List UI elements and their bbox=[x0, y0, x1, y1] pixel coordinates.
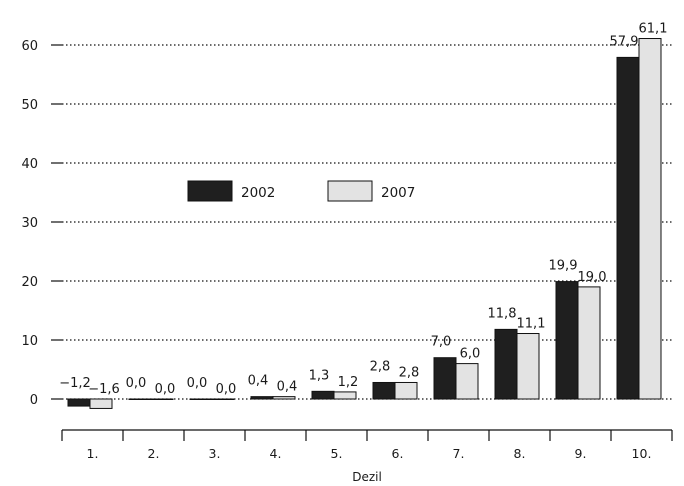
y-tick-label: 30 bbox=[21, 216, 38, 231]
bar-2002 bbox=[189, 398, 213, 400]
bar-2002 bbox=[128, 398, 152, 400]
legend-swatch-2007 bbox=[327, 180, 373, 202]
value-label: 1,3 bbox=[309, 368, 330, 383]
value-label: 0,0 bbox=[126, 376, 147, 391]
x-axis: 1. 2. 3. 4. 5. 6. 7. 8. 9. 10. bbox=[61, 429, 673, 461]
value-label: 0,0 bbox=[155, 382, 176, 397]
value-label: 19,0 bbox=[578, 270, 607, 285]
value-label: 0,0 bbox=[216, 382, 237, 397]
value-label: 0,0 bbox=[187, 376, 208, 391]
value-label: 61,1 bbox=[639, 22, 668, 37]
bar-2002 bbox=[311, 390, 335, 400]
x-tick-label: 4. bbox=[270, 446, 282, 461]
y-tick-label: 0 bbox=[30, 393, 38, 408]
x-tick-label: 10. bbox=[632, 446, 652, 461]
bar-2007 bbox=[333, 391, 357, 400]
bar-2007 bbox=[638, 38, 662, 400]
value-label: −1,2 bbox=[59, 376, 91, 391]
bar-2002 bbox=[250, 396, 274, 400]
value-label: 11,8 bbox=[488, 306, 517, 321]
bar-2002 bbox=[555, 281, 579, 400]
legend-label: 2002 bbox=[241, 185, 275, 201]
bar-2002 bbox=[616, 56, 640, 400]
bar-2007 bbox=[272, 396, 296, 400]
x-tick-label: 1. bbox=[87, 446, 99, 461]
x-tick-label: 2. bbox=[148, 446, 160, 461]
bar-2007 bbox=[516, 333, 540, 400]
bar-2007 bbox=[455, 363, 479, 400]
value-label: −1,6 bbox=[88, 382, 120, 397]
bar-2007 bbox=[89, 398, 113, 409]
bar-2002 bbox=[433, 357, 457, 400]
value-label: 2,8 bbox=[370, 359, 391, 374]
legend-swatch-2002 bbox=[187, 180, 233, 202]
value-label: 11,1 bbox=[517, 317, 546, 332]
bars bbox=[67, 38, 662, 409]
value-label: 2,8 bbox=[399, 365, 420, 380]
y-axis: 0 10 20 30 40 50 60 bbox=[21, 39, 62, 408]
bar-2007 bbox=[394, 381, 418, 400]
value-label: 19,9 bbox=[549, 259, 578, 274]
bar-2007 bbox=[150, 398, 174, 400]
legend: 2002 2007 bbox=[187, 180, 415, 202]
value-label: 0,4 bbox=[277, 380, 298, 395]
value-label: 6,0 bbox=[460, 347, 481, 362]
y-tick-label: 60 bbox=[21, 39, 38, 54]
bar-2007 bbox=[577, 286, 601, 400]
x-axis-title: Dezil bbox=[352, 470, 382, 484]
x-tick-label: 8. bbox=[514, 446, 526, 461]
y-tick-label: 10 bbox=[21, 334, 38, 349]
value-label: 1,2 bbox=[338, 375, 359, 390]
x-tick-label: 3. bbox=[209, 446, 221, 461]
y-tick-label: 40 bbox=[21, 157, 38, 172]
value-label: 57,9 bbox=[610, 34, 639, 49]
x-tick-label: 6. bbox=[392, 446, 404, 461]
x-tick-label: 9. bbox=[575, 446, 587, 461]
bar-2002 bbox=[67, 398, 91, 407]
value-labels: −1,2−1,6 0,0 0,0 0,0 0,0 0,4 0,4 1,3 1,2 2,8 2,8 7,… bbox=[59, 22, 667, 397]
value-label: 7,0 bbox=[431, 335, 452, 350]
value-label: 0,4 bbox=[248, 374, 269, 389]
bar-2002 bbox=[372, 381, 396, 400]
x-tick-label: 7. bbox=[453, 446, 465, 461]
legend-label: 2007 bbox=[381, 185, 415, 201]
y-tick-label: 50 bbox=[21, 98, 38, 113]
y-tick-label: 20 bbox=[21, 275, 38, 290]
bar-2007 bbox=[211, 398, 235, 400]
x-tick-label: 5. bbox=[331, 446, 343, 461]
bar-2002 bbox=[494, 328, 518, 400]
